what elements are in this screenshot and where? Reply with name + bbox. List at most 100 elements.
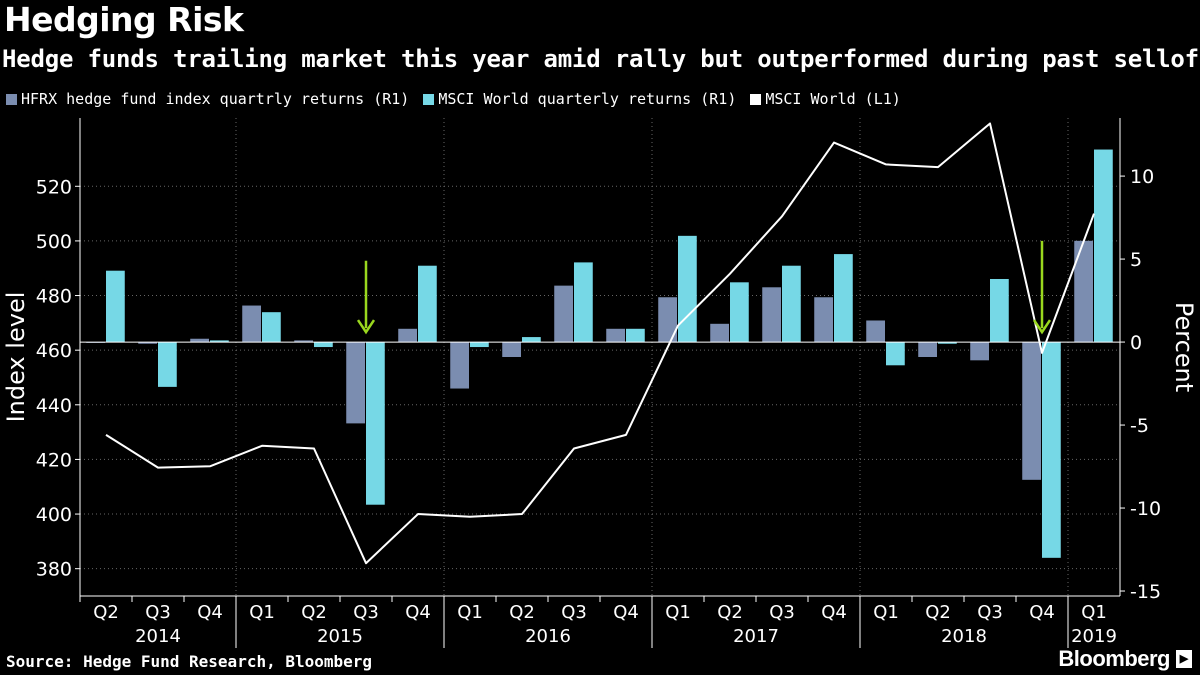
bar-msci-returns — [834, 254, 853, 343]
category-label: Q3 — [145, 602, 171, 623]
annotation-arrow-head — [1032, 319, 1052, 335]
bar-msci-returns — [626, 328, 645, 343]
bar-msci-returns — [470, 342, 489, 348]
brand-mark-icon: ▶ — [1176, 650, 1192, 668]
legend-swatch-msci-returns — [423, 93, 435, 105]
bar-hfrx — [294, 340, 313, 343]
category-label: Q3 — [977, 602, 1003, 623]
annotation-arrow-head — [356, 319, 376, 335]
bar-msci-returns — [990, 278, 1009, 343]
right-axis-title: Percent — [1170, 302, 1198, 392]
bar-hfrx — [242, 305, 261, 343]
category-label: Q2 — [925, 602, 951, 623]
bar-msci-returns — [106, 270, 125, 343]
bar-msci-returns — [1042, 342, 1061, 558]
year-label: 2016 — [525, 626, 571, 647]
year-label: 2015 — [317, 626, 363, 647]
year-label: 2014 — [135, 626, 181, 647]
chart-subtitle: Hedge funds trailing market this year am… — [2, 45, 1200, 73]
bar-hfrx — [1022, 342, 1041, 480]
left-tick-label: 460 — [36, 340, 72, 362]
bar-msci-returns — [678, 235, 697, 343]
category-label: Q4 — [197, 602, 223, 623]
right-tick-label: 0 — [1130, 332, 1142, 354]
bar-hfrx — [346, 342, 365, 424]
left-tick-label: 400 — [36, 504, 72, 526]
category-label: Q4 — [613, 602, 639, 623]
category-label: Q4 — [405, 602, 431, 623]
bar-hfrx — [970, 342, 989, 361]
bar-hfrx — [1074, 240, 1093, 343]
bar-hfrx — [710, 323, 729, 343]
bar-hfrx — [138, 342, 157, 344]
right-tick-label: 10 — [1130, 166, 1154, 188]
bar-hfrx — [918, 342, 937, 357]
source-note: Source: Hedge Fund Research, Bloomberg — [6, 652, 373, 671]
bar-msci-returns — [938, 342, 957, 344]
bar-msci-returns — [210, 340, 229, 343]
bar-hfrx — [190, 338, 209, 343]
bar-msci-returns — [574, 262, 593, 343]
bar-hfrx — [450, 342, 469, 389]
bar-hfrx — [502, 342, 521, 357]
category-label: Q1 — [665, 602, 691, 623]
legend-label-msci-returns: MSCI World quarterly returns (R1) — [438, 90, 737, 108]
bar-hfrx — [606, 328, 625, 343]
line-msci-world — [105, 122, 1095, 565]
category-label: Q3 — [353, 602, 379, 623]
legend-item-hfrx: HFRX hedge fund index quartrly returns (… — [6, 90, 409, 108]
right-tick-label: -10 — [1130, 498, 1161, 520]
left-axis-title: Index level — [2, 292, 30, 423]
bar-msci-returns — [418, 265, 437, 343]
legend: HFRX hedge fund index quartrly returns (… — [6, 90, 901, 108]
bar-msci-returns — [730, 282, 749, 343]
bar-msci-returns — [314, 342, 333, 348]
bar-msci-returns — [262, 312, 281, 343]
legend-item-msci-world: MSCI World (L1) — [750, 90, 901, 108]
category-label: Q2 — [301, 602, 327, 623]
bar-hfrx — [762, 287, 781, 343]
brand-logo: Bloomberg — [1058, 646, 1170, 671]
category-label: Q2 — [509, 602, 535, 623]
legend-label-msci-world: MSCI World (L1) — [765, 90, 901, 108]
bar-hfrx — [554, 285, 573, 343]
bar-msci-returns — [366, 342, 385, 505]
bar-msci-returns — [522, 337, 541, 343]
bar-hfrx — [398, 328, 417, 343]
bar-msci-returns — [158, 342, 177, 387]
legend-item-msci-returns: MSCI World quarterly returns (R1) — [423, 90, 736, 108]
bar-msci-returns — [1094, 149, 1113, 343]
left-tick-label: 440 — [36, 395, 72, 417]
left-tick-label: 420 — [36, 449, 72, 471]
category-label: Q3 — [769, 602, 795, 623]
category-label: Q2 — [717, 602, 743, 623]
category-label: Q1 — [249, 602, 275, 623]
bar-hfrx — [866, 320, 885, 343]
category-label: Q3 — [561, 602, 587, 623]
right-tick-label: -15 — [1130, 581, 1161, 603]
left-tick-label: 500 — [36, 231, 72, 253]
category-label: Q4 — [1029, 602, 1055, 623]
left-tick-label: 520 — [36, 176, 72, 198]
bar-hfrx — [658, 297, 677, 343]
year-label: 2019 — [1071, 626, 1117, 647]
category-label: Q1 — [873, 602, 899, 623]
legend-label-hfrx: HFRX hedge fund index quartrly returns (… — [21, 90, 410, 108]
year-label: 2017 — [733, 626, 779, 647]
category-label: Q1 — [1081, 602, 1107, 623]
bar-hfrx — [814, 297, 833, 343]
bar-msci-returns — [782, 265, 801, 343]
category-label: Q1 — [457, 602, 483, 623]
left-tick-label: 480 — [36, 286, 72, 308]
year-label: 2018 — [941, 626, 987, 647]
right-tick-label: 5 — [1130, 249, 1142, 271]
left-tick-label: 380 — [36, 559, 72, 581]
category-label: Q2 — [93, 602, 119, 623]
legend-swatch-hfrx — [6, 93, 17, 105]
category-label: Q4 — [821, 602, 847, 623]
bar-msci-returns — [886, 342, 905, 366]
chart-title: Hedging Risk — [4, 0, 244, 39]
legend-swatch-msci-world — [750, 93, 762, 105]
right-tick-label: -5 — [1130, 415, 1149, 437]
